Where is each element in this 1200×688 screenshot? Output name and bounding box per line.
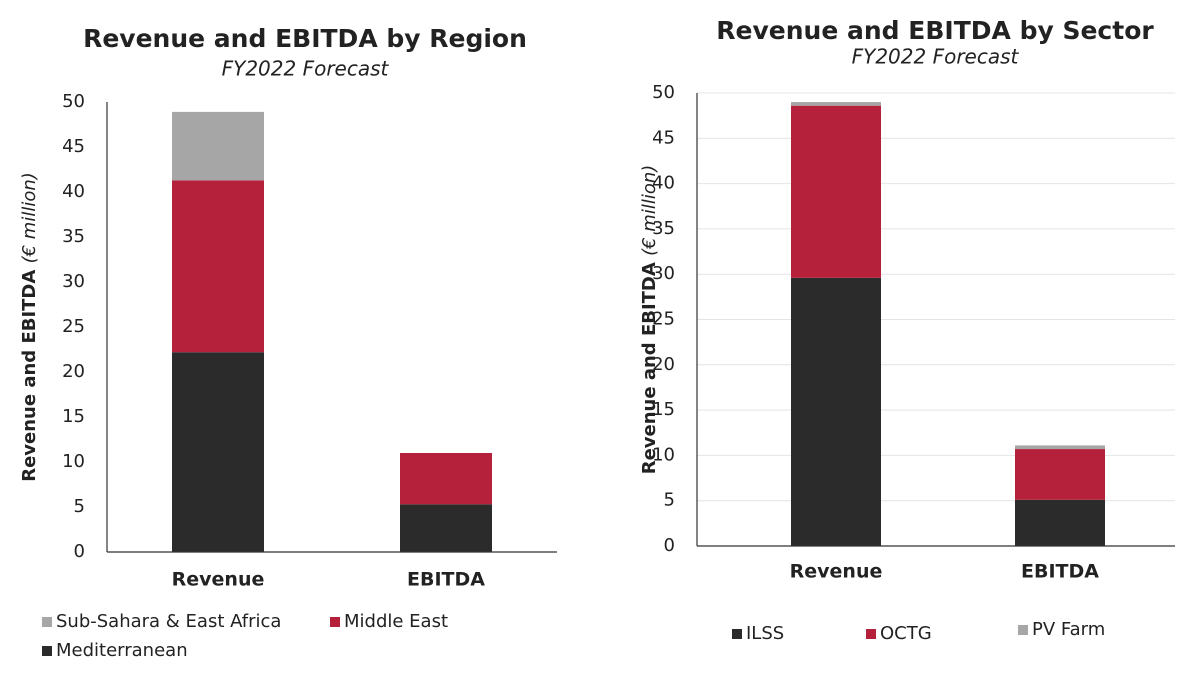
y-tick-label: 40	[652, 173, 675, 194]
y-tick-label: 35	[652, 218, 675, 239]
bar-segment	[172, 111, 264, 181]
y-tick-label: 35	[62, 226, 85, 247]
y-tick-label: 20	[62, 361, 85, 382]
y-tick-label: 15	[652, 399, 675, 420]
bar-segment	[172, 180, 264, 353]
y-tick-label: 30	[62, 271, 85, 292]
legend-label: ILSS	[746, 623, 784, 644]
y-tick-label: 50	[62, 91, 85, 112]
legend-label: Sub-Sahara & East Africa	[56, 611, 281, 632]
y-tick-label: 45	[652, 127, 675, 148]
bar-segment	[1015, 449, 1105, 500]
y-tick-label: 5	[74, 496, 85, 517]
y-tick-label: 10	[652, 444, 675, 465]
legend-swatch	[330, 617, 340, 627]
y-axis-label-main: Revenue and EBITDA	[19, 270, 40, 482]
y-tick-label: 25	[62, 316, 85, 337]
bar-segment	[791, 277, 881, 546]
bar-segment	[400, 453, 492, 505]
y-tick-label: 15	[62, 406, 85, 427]
bar-segment	[791, 102, 881, 106]
legend-label: OCTG	[880, 623, 932, 644]
bar-segment	[1015, 445, 1105, 450]
x-tick-label: Revenue	[172, 569, 265, 591]
legend-swatch	[866, 629, 876, 639]
y-tick-label: 40	[62, 181, 85, 202]
legend-label: Mediterranean	[56, 640, 188, 661]
legend-swatch	[42, 617, 52, 627]
y-tick-label: 30	[652, 263, 675, 284]
y-tick-label: 25	[652, 309, 675, 330]
legend-label: PV Farm	[1032, 619, 1105, 640]
legend-swatch	[42, 646, 52, 656]
y-axis-label-unit: (€ million)	[19, 172, 40, 263]
bar-segment	[1015, 499, 1105, 546]
y-tick-label: 20	[652, 354, 675, 375]
x-tick-label: Revenue	[790, 561, 883, 583]
chart-subtitle: FY2022 Forecast	[222, 57, 390, 81]
y-tick-label: 5	[664, 490, 675, 511]
y-tick-label: 10	[62, 451, 85, 472]
y-tick-label: 0	[74, 541, 85, 562]
y-axis-label: Revenue and EBITDA (€ million)	[19, 172, 40, 482]
y-axis-label-unit: (€ million)	[639, 165, 660, 256]
bar-segment	[791, 105, 881, 278]
legend-swatch	[732, 629, 742, 639]
x-tick-label: EBITDA	[407, 569, 485, 591]
y-axis-label-main: Revenue and EBITDA	[639, 262, 660, 474]
y-tick-label: 0	[664, 535, 675, 556]
chart-subtitle: FY2022 Forecast	[852, 45, 1020, 69]
y-tick-label: 45	[62, 136, 85, 157]
bar-segment	[400, 504, 492, 552]
x-tick-label: EBITDA	[1021, 561, 1099, 583]
chart-title: Revenue and EBITDA by Region	[83, 24, 527, 53]
legend-label: Middle East	[344, 611, 448, 632]
chart-title: Revenue and EBITDA by Sector	[716, 16, 1154, 45]
legend-swatch	[1018, 625, 1028, 635]
bar-segment	[172, 352, 264, 552]
y-tick-label: 50	[652, 82, 675, 103]
y-axis-label: Revenue and EBITDA (€ million)	[639, 165, 660, 475]
